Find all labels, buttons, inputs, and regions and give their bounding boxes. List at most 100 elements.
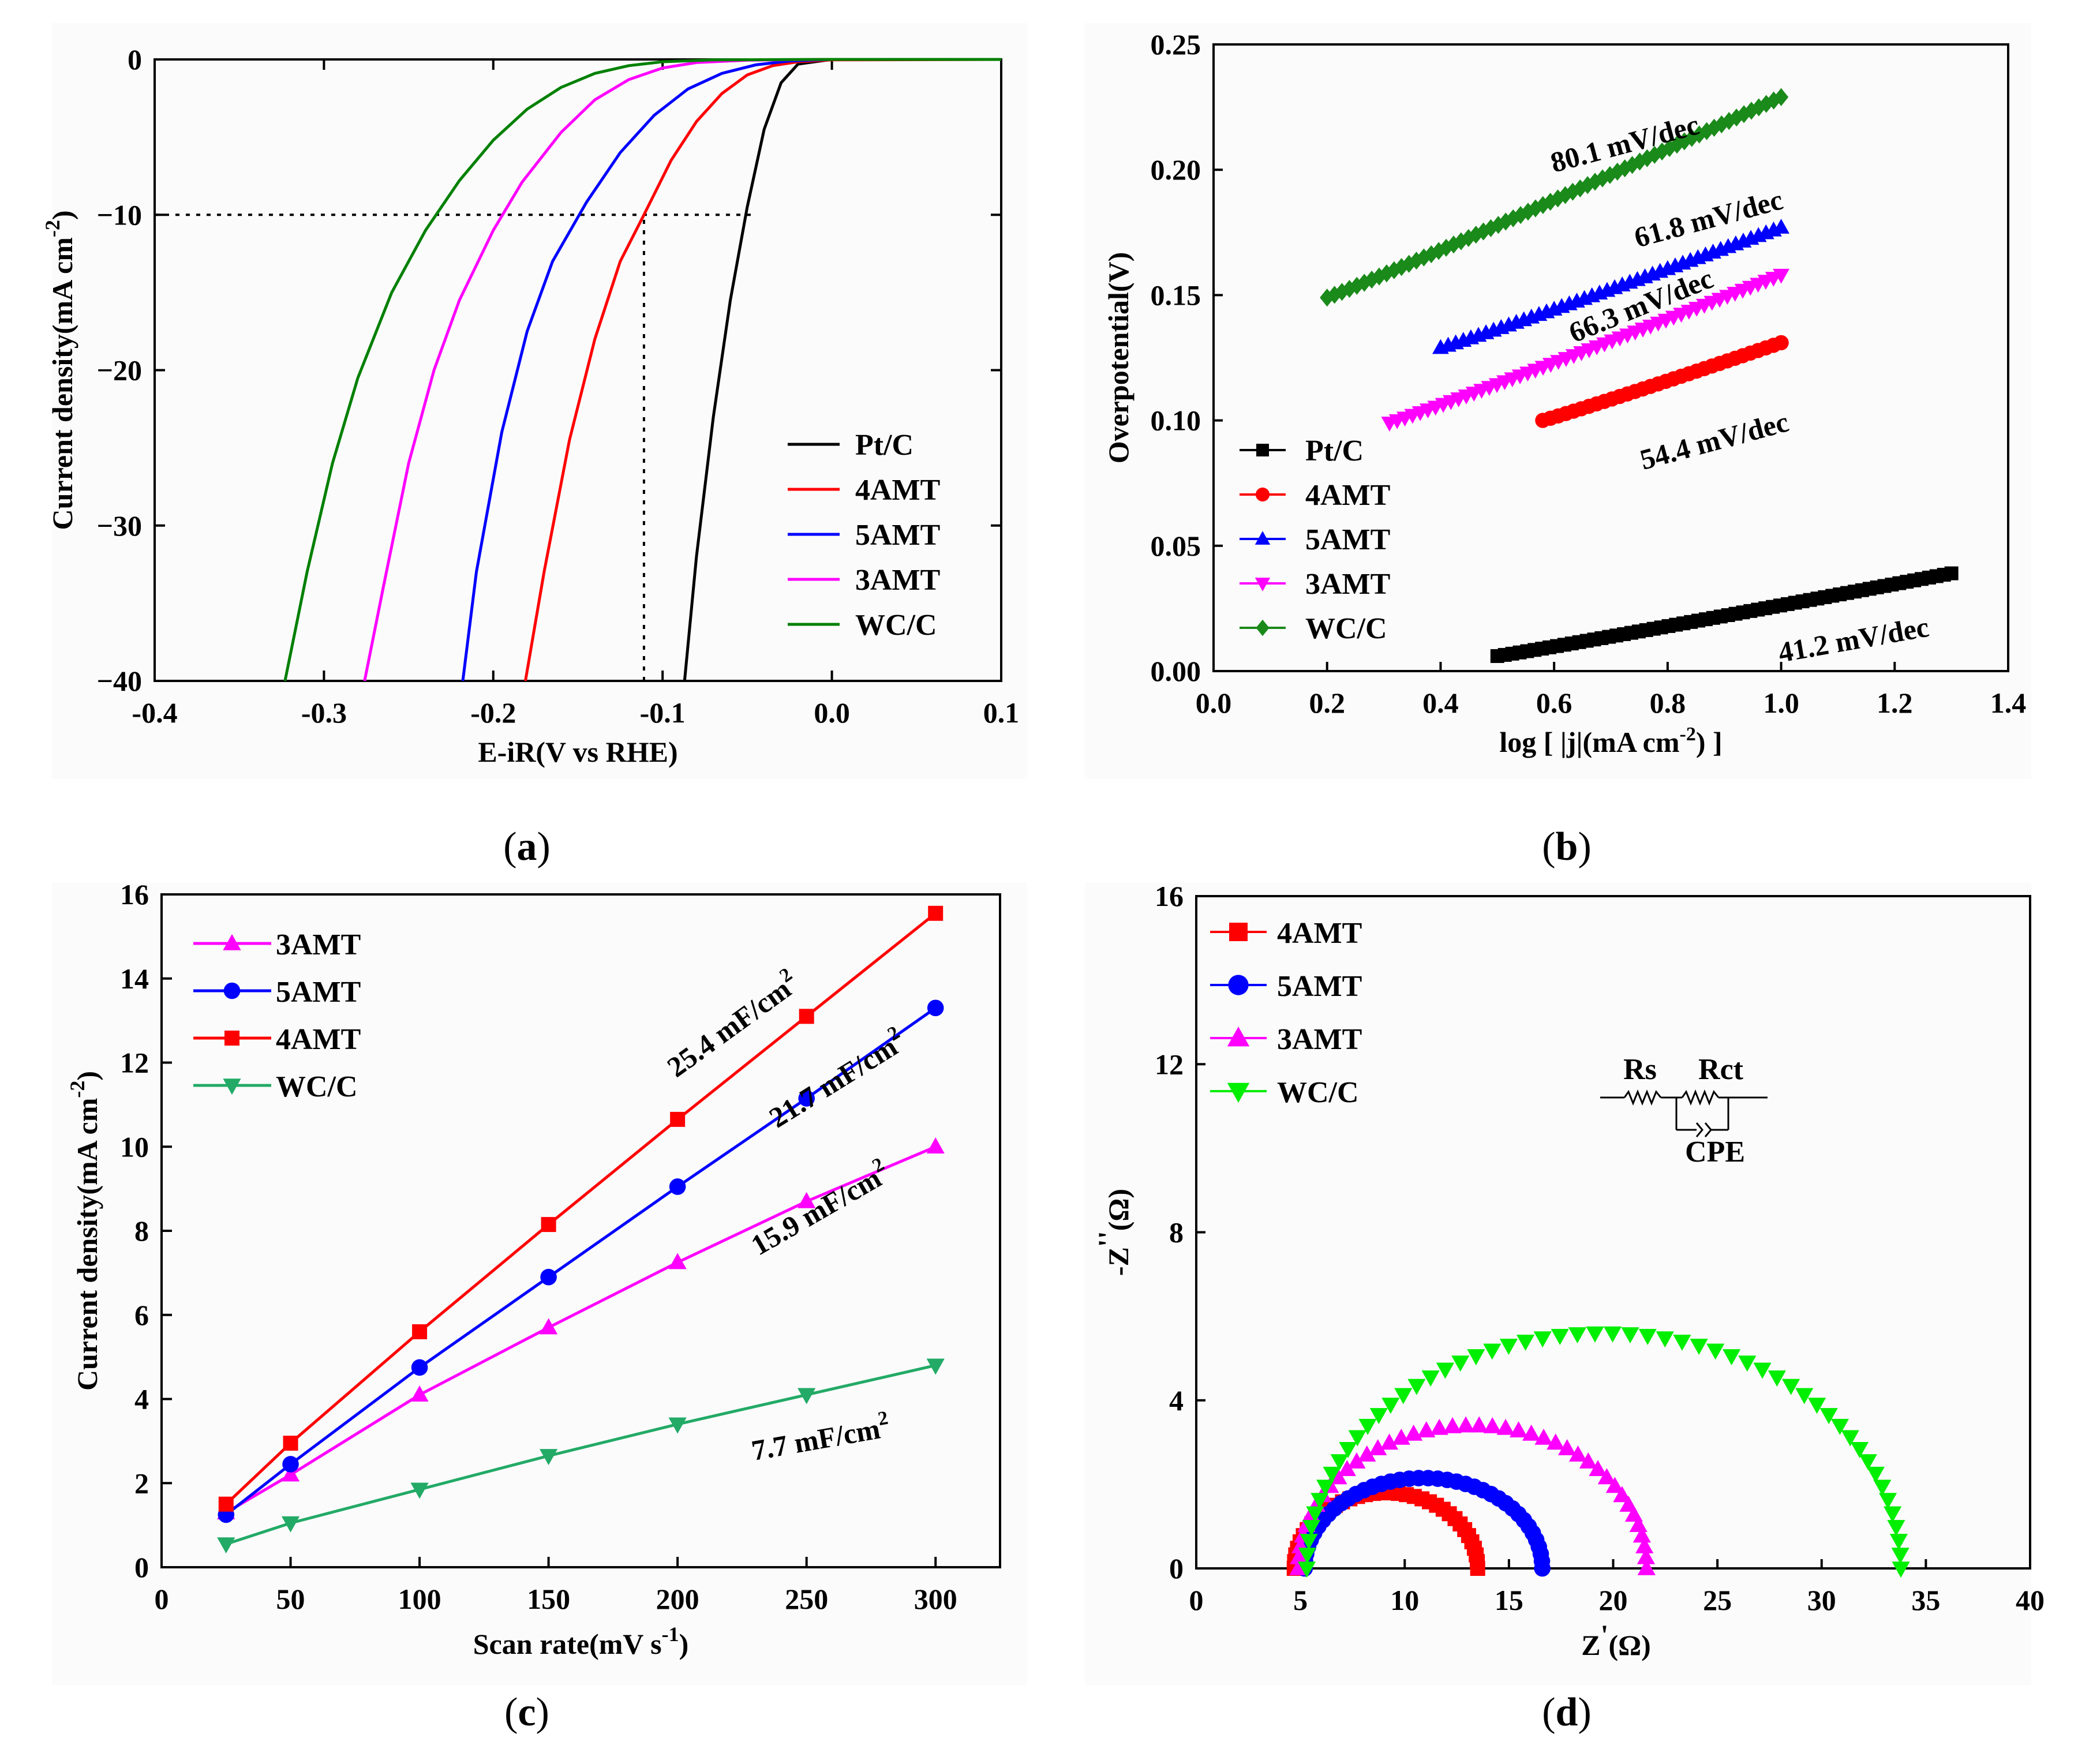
data-point: [1633, 1526, 1651, 1543]
data-point: [1543, 193, 1558, 211]
panel-b: 0.0 0.2 0.4 0.6 0.8 1.0 1.2 1.4 0.00 0.05 0.10 0.15…: [1102, 28, 2026, 758]
data-point: [1629, 1516, 1648, 1533]
x-tick-label: 0.1: [983, 696, 1020, 729]
data-point: [1342, 279, 1357, 298]
data-point: [1547, 1433, 1565, 1450]
legend-marker: [1255, 578, 1271, 591]
data-point: [1889, 1534, 1908, 1550]
panel-d: 0 5 10 15 20 25 30 35 400481216Z'(Ω)-Z''(Ω)4AMT5…: [1092, 880, 2045, 1661]
data-point: [1866, 1466, 1885, 1483]
data-point: [1509, 1421, 1528, 1437]
x-tick-label: 1.0: [1763, 687, 1799, 719]
x-axis-label-end: ) ]: [1696, 726, 1723, 758]
legend-marker: [1255, 531, 1271, 545]
legend-label: Pt/C: [1305, 435, 1364, 467]
data-point: [412, 1324, 428, 1339]
data-point: [1597, 1468, 1616, 1485]
data-point: [1483, 1417, 1502, 1433]
x-tick-label: 100: [398, 1583, 441, 1615]
legend-label: Pt/C: [855, 429, 913, 462]
y-axis-label-sup: -2: [41, 220, 64, 237]
data-point: [1768, 1370, 1786, 1387]
data-point: [1579, 1452, 1597, 1469]
data-point: [669, 1178, 686, 1195]
data-point: [1873, 1480, 1892, 1496]
y-axis-label-sup: -2: [66, 1081, 89, 1098]
data-point: [1451, 1355, 1470, 1372]
data-point: [1483, 1343, 1502, 1360]
series-wcc: [1320, 88, 1789, 307]
legend-label: 4AMT: [1305, 479, 1390, 512]
y-axis-label-text: -Z: [1102, 1247, 1135, 1276]
data-point: [218, 1496, 234, 1512]
data-point: [798, 1090, 815, 1107]
y-tick-label: 0: [1169, 1552, 1184, 1585]
legend-label: 3AMT: [276, 928, 361, 961]
data-point: [1516, 1334, 1535, 1351]
data-point: [1513, 205, 1528, 224]
data-point: [1533, 1331, 1552, 1348]
data-point: [1613, 1486, 1631, 1503]
x-tick-label: 250: [785, 1583, 828, 1615]
y-tick-label: 16: [120, 878, 149, 911]
data-point: [1380, 1433, 1399, 1450]
x-tick-label: 200: [656, 1583, 699, 1615]
y-axis-label-end: (Ω): [1102, 1189, 1135, 1231]
circuit-resistor-rct: [1681, 1089, 1720, 1106]
legend-marker: [1229, 923, 1248, 941]
x-tick-label: 20: [1599, 1584, 1628, 1616]
data-point: [1372, 267, 1387, 286]
data-point: [1850, 1441, 1869, 1458]
series-line-wcc: [283, 58, 1001, 681]
data-point: [1300, 1534, 1318, 1550]
legend-marker: [1256, 444, 1269, 456]
data-point: [1534, 1428, 1553, 1445]
legend-label: 5AMT: [276, 976, 361, 1009]
circuit-label-cpe: CPE: [1685, 1136, 1745, 1168]
x-axis-label-text: Z: [1581, 1629, 1600, 1661]
y-tick-label: 2: [134, 1467, 149, 1499]
data-point: [1436, 1362, 1455, 1379]
x-tick-label: 5: [1293, 1584, 1308, 1616]
y-tick-label: 4: [134, 1383, 149, 1415]
data-point: [1499, 1339, 1518, 1355]
data-point: [540, 1449, 558, 1466]
data-point: [1580, 176, 1595, 194]
y-tick-label: 12: [1155, 1048, 1184, 1080]
data-point: [1528, 199, 1543, 218]
data-point: [1635, 1537, 1654, 1553]
x-tick-label: 50: [276, 1583, 305, 1615]
legend-label: WC/C: [855, 609, 937, 642]
caption-d: (d): [1542, 1690, 1592, 1735]
data-point: [1738, 1355, 1757, 1372]
data-point: [1808, 1398, 1826, 1414]
data-point: [1290, 1548, 1308, 1564]
circuit-label-rs: Rs: [1623, 1053, 1657, 1086]
data-point: [1357, 274, 1372, 292]
x-tick-label: 300: [914, 1583, 957, 1615]
data-point: [1723, 1349, 1741, 1366]
data-point: [1589, 1460, 1607, 1477]
data-point: [411, 1359, 428, 1376]
data-point: [1369, 1439, 1387, 1455]
x-axis-label-prime: ': [1601, 1619, 1609, 1651]
data-point: [1878, 1493, 1897, 1510]
data-point: [927, 999, 944, 1017]
legend-marker: [1228, 975, 1249, 995]
data-point: [410, 1482, 429, 1499]
y-axis-label-text: Current density(mA cm: [71, 1098, 103, 1391]
legend-marker: [1255, 487, 1270, 502]
y-tick-label: 10: [120, 1130, 149, 1163]
data-point: [926, 1358, 945, 1375]
series-line-4amt: [524, 58, 1002, 681]
y-axis-label: Current density(mA cm-2): [41, 210, 78, 530]
data-point: [1586, 1326, 1604, 1343]
data-point: [1316, 1480, 1335, 1496]
y-tick-label: 0.25: [1151, 28, 1201, 61]
x-tick-label: 0.0: [1196, 687, 1232, 719]
legend-marker: [1256, 619, 1270, 636]
legend-label: 4AMT: [276, 1023, 361, 1056]
data-point: [1605, 1477, 1624, 1493]
x-tick-label: 40: [2016, 1584, 2045, 1616]
x-tick-label: -0.1: [640, 696, 686, 729]
